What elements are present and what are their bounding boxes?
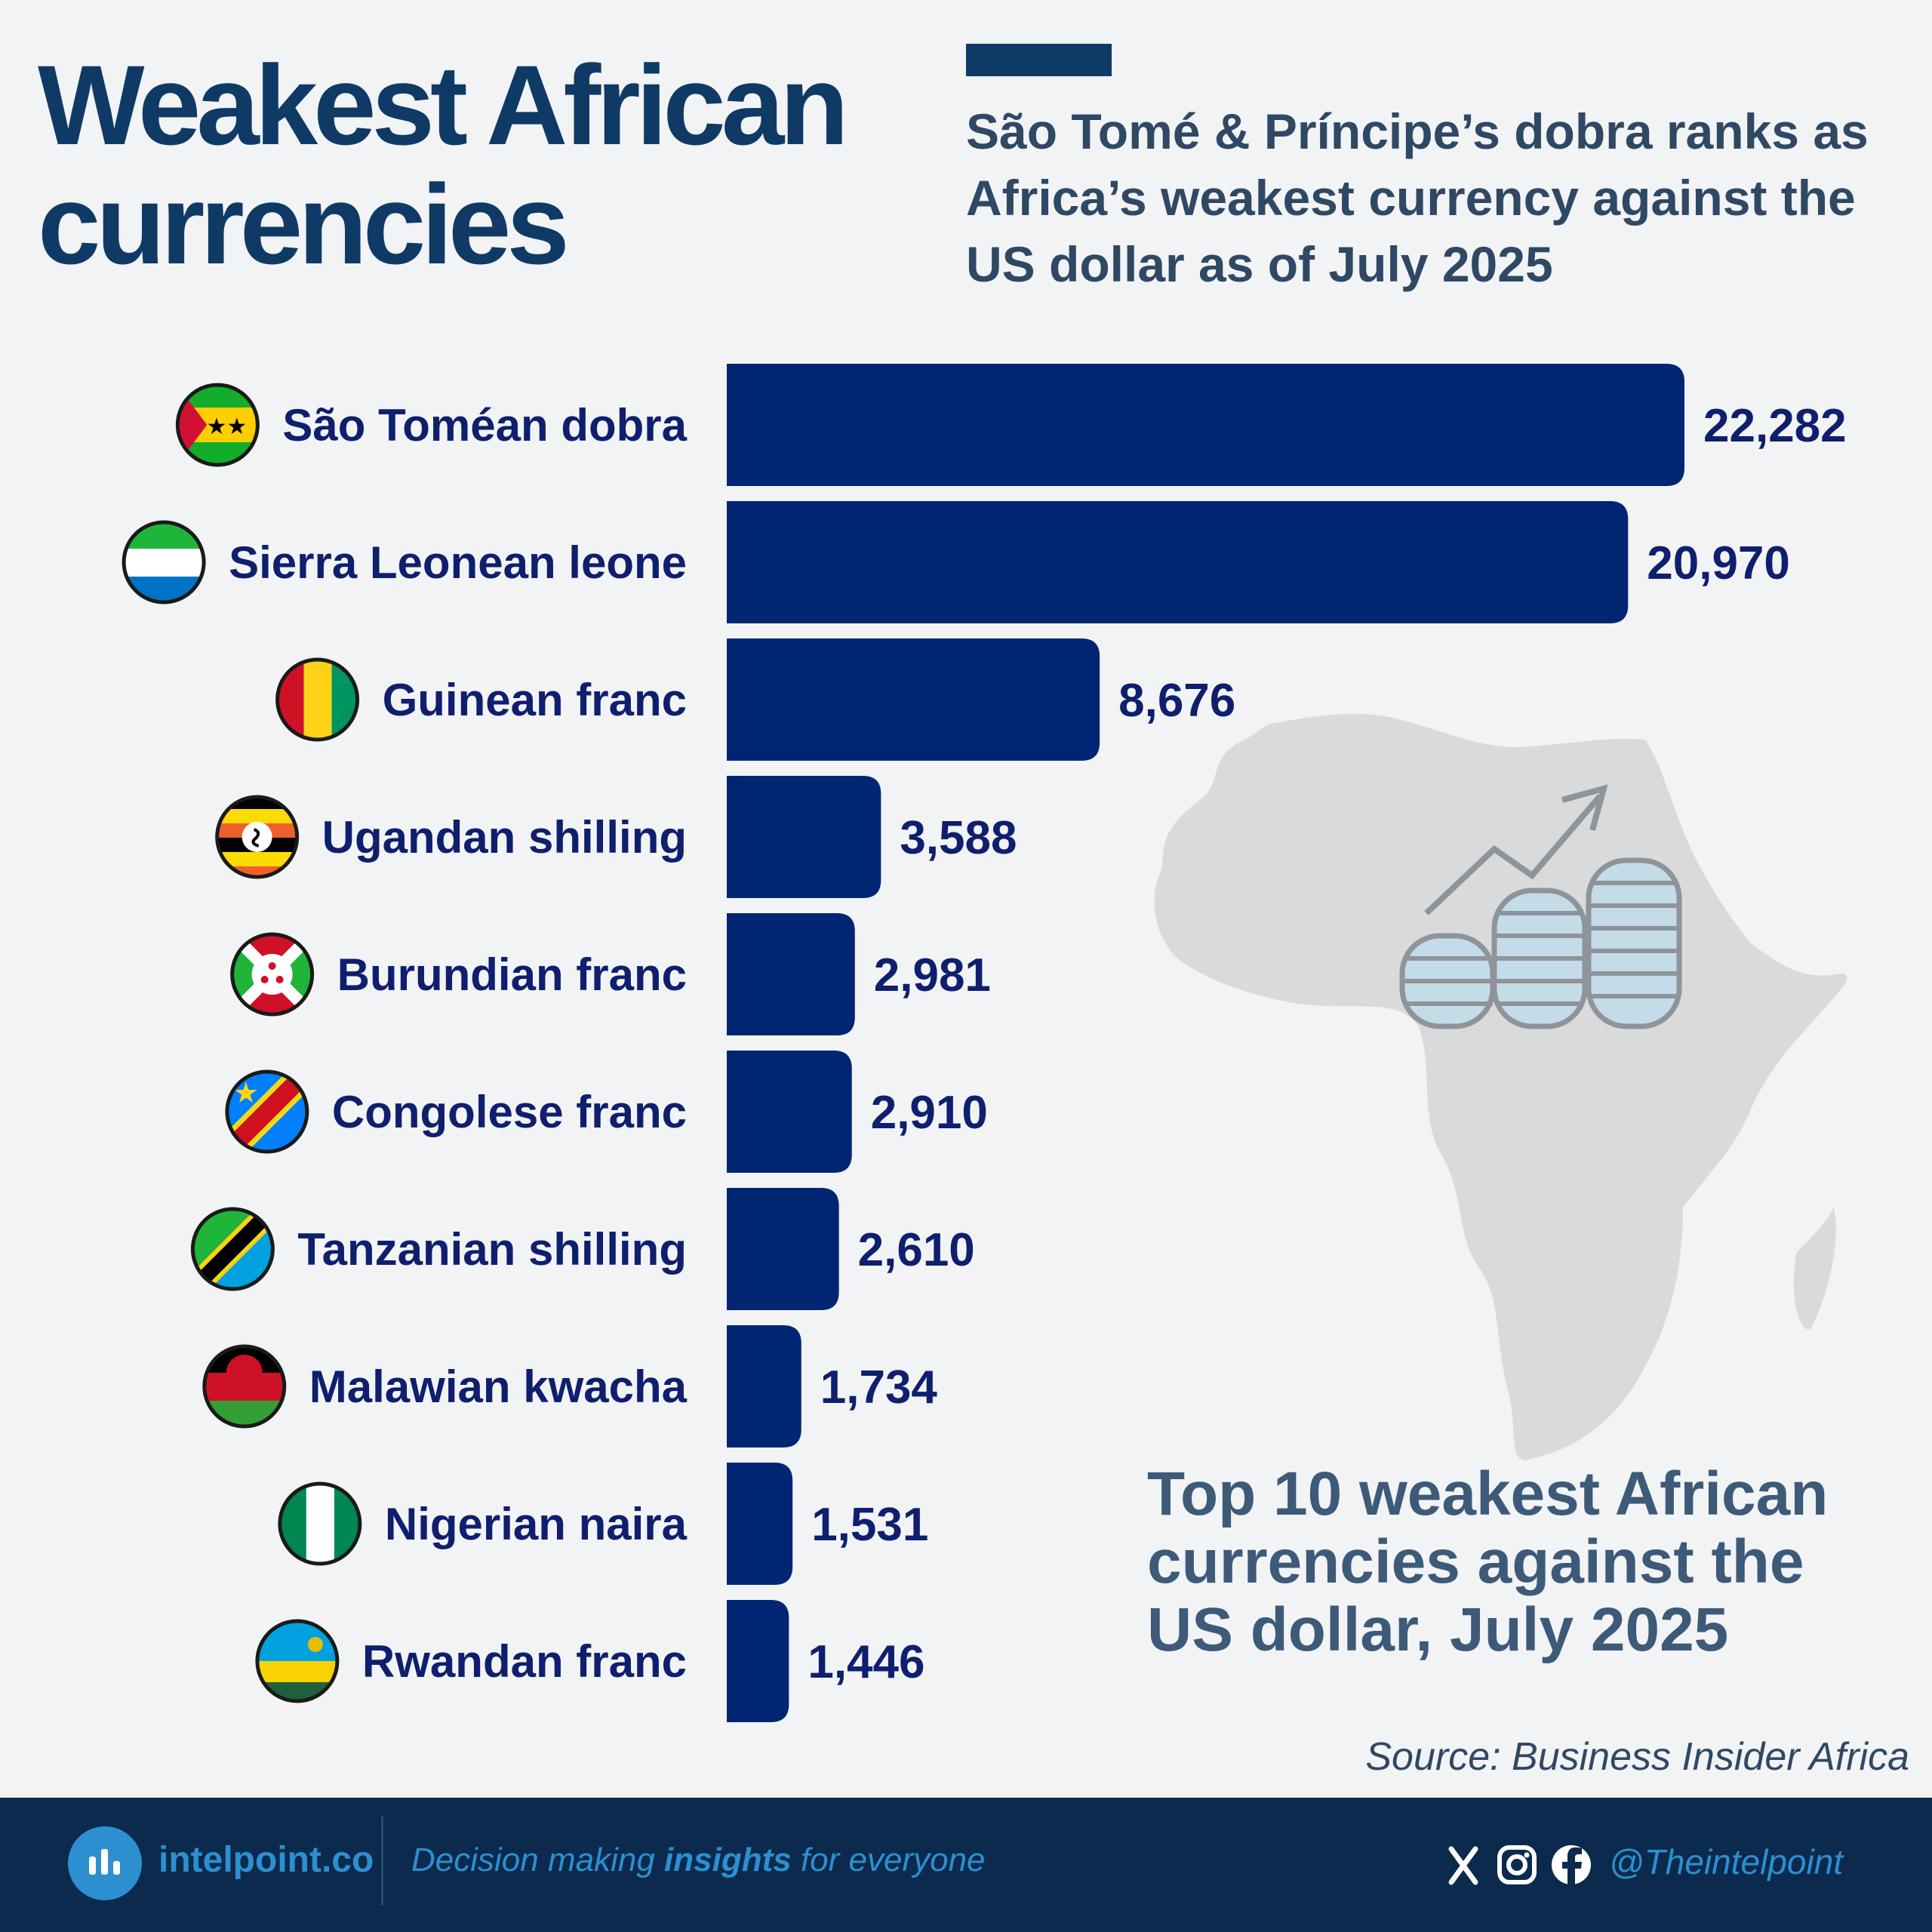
- page-title: Weakest African currencies: [38, 45, 943, 284]
- social-icons: [1448, 1845, 1591, 1885]
- bar: [727, 364, 1684, 486]
- svg-text:★: ★: [233, 1078, 259, 1109]
- value-label: 3,588: [900, 812, 1017, 864]
- tagline-pre: Decision making: [411, 1841, 665, 1878]
- malawi-flag-icon: [202, 1344, 287, 1429]
- page-subtitle: São Tomé & Príncipe’s dobra ranks as Afr…: [966, 103, 1869, 292]
- value-label: 2,910: [871, 1087, 988, 1139]
- bar: [727, 501, 1629, 623]
- category-label: Guinean franc: [383, 675, 687, 725]
- tagline: Decision making insights for everyone: [411, 1841, 986, 1879]
- category-label: Sierra Leonean leone: [229, 537, 687, 588]
- title-line-2: currencies: [38, 161, 570, 288]
- bar: [727, 638, 1100, 761]
- value-label: 20,970: [1647, 537, 1790, 589]
- bar: [727, 1188, 839, 1310]
- bar: [727, 1325, 801, 1447]
- bar: [727, 913, 855, 1035]
- footer-divider: [381, 1817, 383, 1906]
- congo-dr-flag-icon: ★: [225, 1069, 309, 1154]
- value-label: 1,446: [808, 1636, 924, 1688]
- bar: [727, 1051, 852, 1173]
- sao-tome-flag-icon: ★★: [175, 383, 260, 467]
- value-label: 2,981: [874, 949, 991, 1001]
- category-label: Burundian franc: [337, 949, 687, 1000]
- sierra-leone-flag-icon: [122, 520, 206, 605]
- tagline-post: for everyone: [791, 1841, 986, 1878]
- category-label: São Toméan dobra: [282, 400, 687, 451]
- brand-link[interactable]: intelpoint.co: [158, 1840, 374, 1880]
- rwanda-flag-icon: [255, 1619, 340, 1703]
- instagram-icon[interactable]: [1497, 1845, 1537, 1884]
- category-label: Tanzanian shilling: [297, 1224, 687, 1275]
- value-label: 1,734: [820, 1361, 938, 1414]
- source-note: Source: Business Insider Africa: [1365, 1735, 1909, 1779]
- chart-caption: Top 10 weakest African currencies agains…: [1147, 1460, 1829, 1664]
- nigeria-flag-icon: [278, 1481, 362, 1566]
- category-label: Malawian kwacha: [309, 1361, 688, 1412]
- bar: [727, 776, 881, 898]
- footer: intelpoint.co Decision making insights f…: [0, 1798, 1932, 1932]
- value-label: 22,282: [1703, 400, 1847, 452]
- value-label: 1,531: [811, 1499, 928, 1551]
- x-icon[interactable]: [1448, 1846, 1478, 1885]
- bar: [727, 1463, 793, 1585]
- title-line-1: Weakest African: [38, 42, 849, 168]
- value-label: 2,610: [858, 1224, 975, 1276]
- bar-chart: 22,282 São Toméan dobra ★★ 20,970 Sierra Leo…: [122, 364, 1847, 1722]
- value-label: 8,676: [1118, 675, 1235, 727]
- accent-bar: [966, 44, 1112, 76]
- facebook-icon[interactable]: [1552, 1845, 1591, 1884]
- bar: [727, 1600, 789, 1722]
- category-label: Ugandan shilling: [322, 812, 687, 863]
- uganda-flag-icon: [215, 795, 300, 879]
- svg-text:★★: ★★: [206, 414, 247, 439]
- category-label: Rwandan franc: [362, 1636, 687, 1687]
- intelpoint-logo-icon: [68, 1826, 142, 1900]
- category-label: Nigerian naira: [385, 1499, 688, 1549]
- tanzania-flag-icon: [190, 1207, 275, 1291]
- category-label: Congolese franc: [332, 1087, 687, 1137]
- africa-map-coins-icon: [1154, 713, 1847, 1460]
- burundi-flag-icon: [230, 932, 315, 1017]
- guinea-flag-icon: [275, 657, 360, 742]
- social-handle[interactable]: @Theintelpoint: [1609, 1842, 1844, 1881]
- tagline-bold: insights: [664, 1841, 792, 1878]
